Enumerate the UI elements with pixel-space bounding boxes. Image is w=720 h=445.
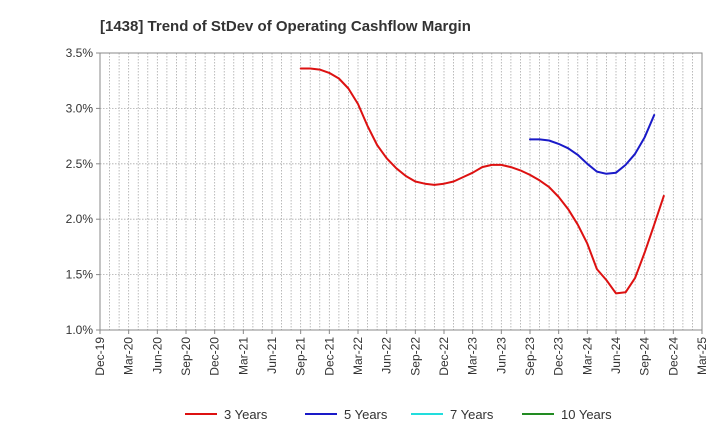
grid: [99, 52, 703, 331]
x-tick-label: Jun-24: [609, 337, 623, 374]
x-tick-label: Jun-22: [380, 337, 394, 374]
x-tick-label: Jun-20: [150, 337, 164, 374]
y-tick-label: 3.5%: [66, 46, 94, 60]
y-tick-label: 2.0%: [66, 212, 94, 226]
x-tick-label: Sep-24: [638, 337, 652, 376]
x-tick-label: Sep-21: [294, 337, 308, 376]
x-tick-label: Dec-19: [93, 337, 107, 376]
legend-label: 5 Years: [344, 407, 388, 422]
x-tick-label: Mar-24: [580, 337, 594, 375]
x-tick-label: Dec-21: [322, 337, 336, 376]
x-tick-label: Dec-24: [666, 337, 680, 376]
legend-label: 3 Years: [224, 407, 268, 422]
x-tick-label: Mar-23: [466, 337, 480, 375]
x-tick-label: Mar-21: [236, 337, 250, 375]
y-tick-label: 2.5%: [66, 157, 94, 171]
axes: 1.0% 1.5% 2.0% 2.5% 3.0% 3.5% Dec-19 Mar-20 Jun-…: [66, 46, 709, 376]
series-lines: [299, 67, 665, 295]
plot-frame: [99, 52, 703, 331]
x-tick-label: Sep-23: [523, 337, 537, 376]
x-tick-label: Jun-23: [494, 337, 508, 374]
x-tick-label: Mar-22: [351, 337, 365, 375]
x-tick-label: Mar-20: [122, 337, 136, 375]
x-tick-label: Mar-25: [695, 337, 709, 375]
legend-label: 7 Years: [450, 407, 494, 422]
x-tick-label: Dec-20: [208, 337, 222, 376]
x-tick-label: Sep-22: [408, 337, 422, 376]
x-tick-label: Jun-21: [265, 337, 279, 374]
chart-title: [1438] Trend of StDev of Operating Cashf…: [100, 18, 471, 35]
x-tick-label: Dec-22: [437, 337, 451, 376]
y-tick-label: 1.0%: [66, 323, 94, 337]
legend: 3 Years 5 Years 7 Years 10 Years: [185, 407, 612, 422]
legend-label: 10 Years: [561, 407, 612, 422]
x-tick-label: Dec-23: [552, 337, 566, 376]
y-tick-label: 3.0%: [66, 101, 94, 115]
y-tick-label: 1.5%: [66, 268, 94, 282]
x-tick-label: Sep-20: [179, 337, 193, 376]
series-line-3-years: [299, 67, 665, 295]
series-line-5-years: [529, 114, 656, 175]
